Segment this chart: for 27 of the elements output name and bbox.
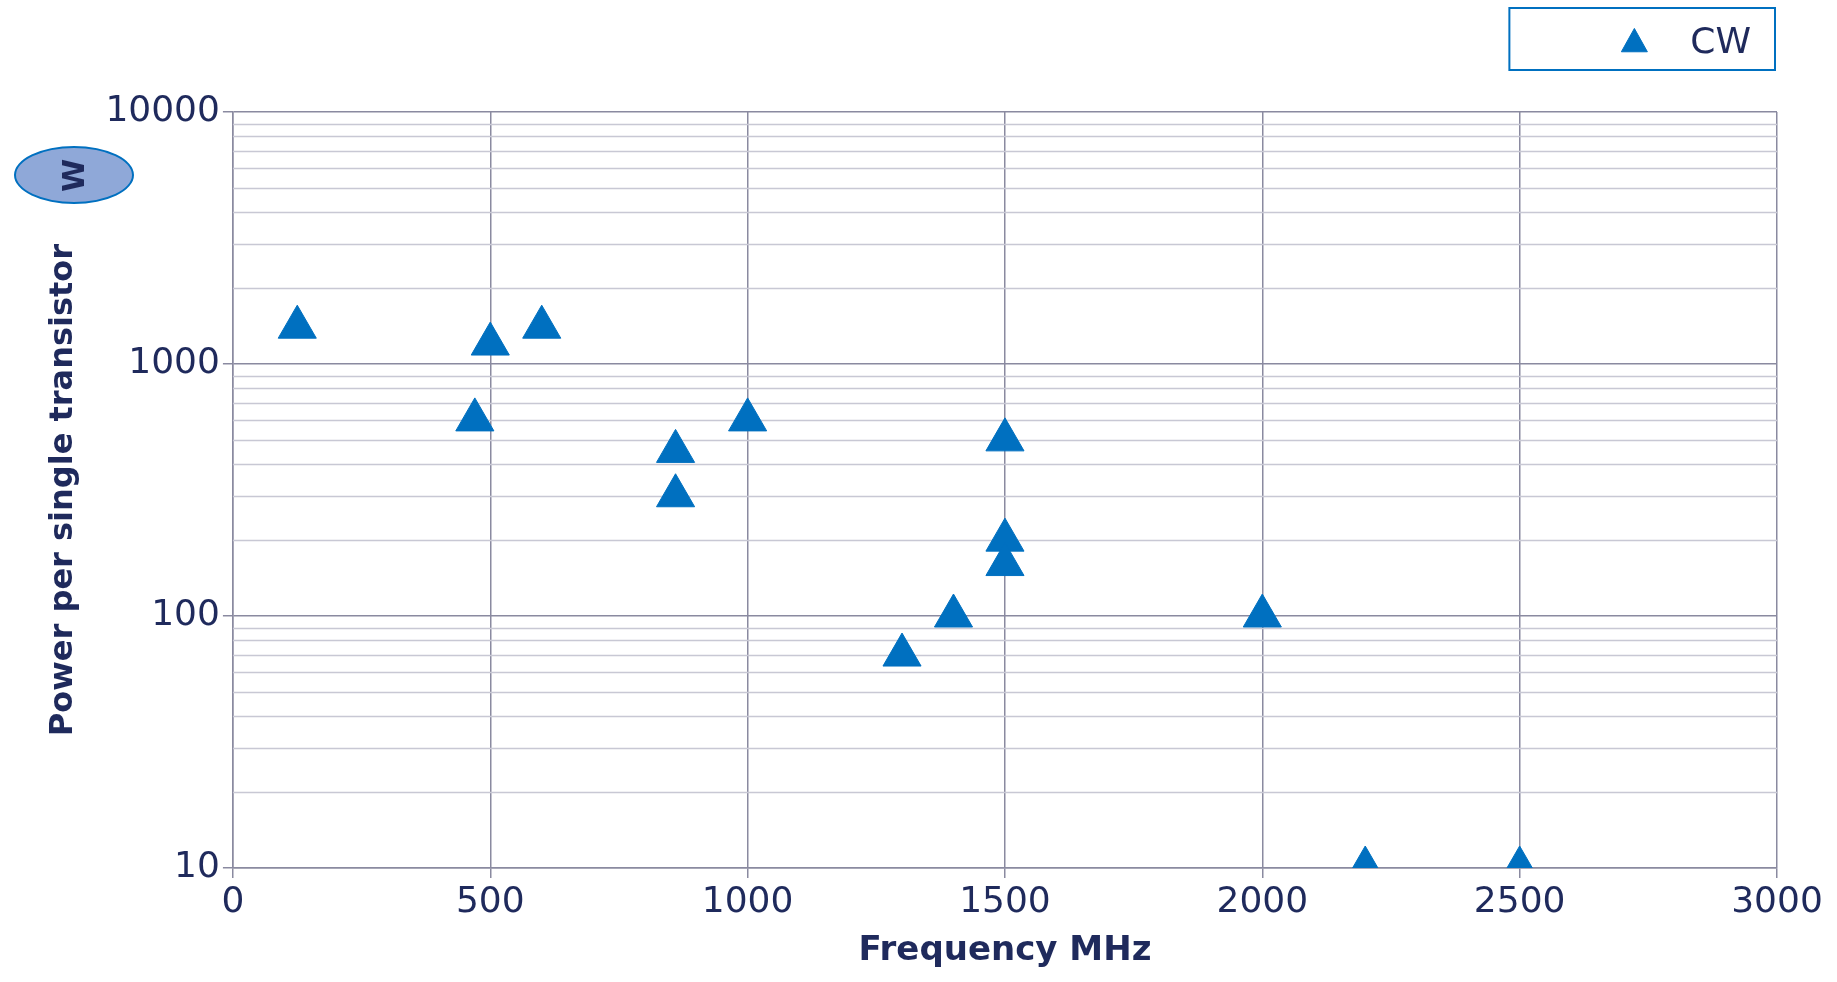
point xyxy=(455,397,495,432)
x-tick-label: 500 xyxy=(455,878,525,920)
point xyxy=(728,397,768,432)
x-tick-label: 2500 xyxy=(1473,878,1566,920)
y-axis-title: Power per single transistor xyxy=(41,243,80,737)
x-tick-label: 1000 xyxy=(701,878,794,920)
point xyxy=(277,304,317,339)
point xyxy=(1242,593,1282,628)
point xyxy=(470,321,510,356)
point xyxy=(985,417,1025,452)
unit-badge: W xyxy=(14,146,134,204)
x-tick-label: 2000 xyxy=(1216,878,1309,920)
y-tick-label: 1000 xyxy=(128,340,220,382)
point xyxy=(656,428,696,463)
point xyxy=(522,304,562,339)
point xyxy=(985,517,1025,552)
y-tick-label: 10000 xyxy=(105,88,220,130)
x-tick-label: 3000 xyxy=(1731,878,1823,920)
point xyxy=(882,632,922,667)
x-tick-label: 0 xyxy=(221,878,245,920)
x-tick-label: 1500 xyxy=(959,878,1051,920)
x-axis-title: Frequency MHz xyxy=(858,928,1152,969)
point xyxy=(656,473,696,508)
y-tick-label: 100 xyxy=(151,592,220,634)
legend-label: CW xyxy=(1667,20,1752,62)
y-tick-label: 10 xyxy=(174,844,220,886)
point xyxy=(933,593,974,628)
